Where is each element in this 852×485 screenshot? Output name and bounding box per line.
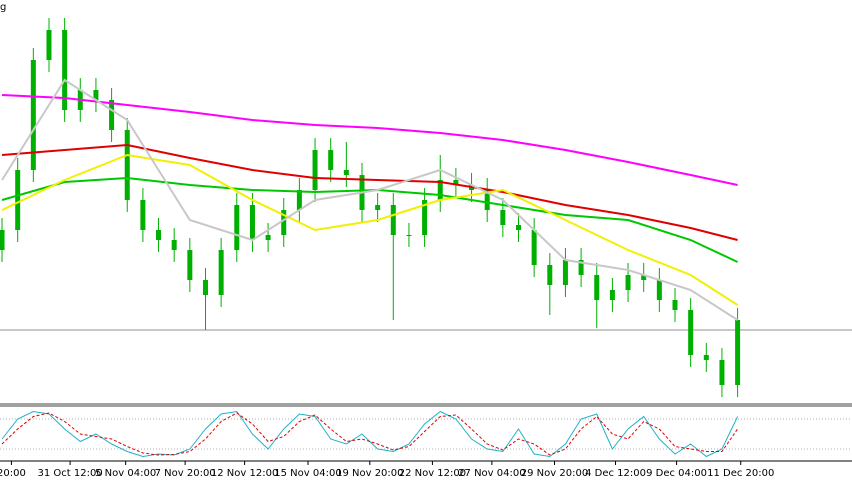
moving-average — [1, 153, 739, 306]
moving-average — [1, 78, 739, 321]
oscillator-line — [1, 412, 739, 456]
candle-body — [406, 235, 412, 236]
moving-average — [1, 94, 738, 186]
candle-body — [30, 60, 36, 170]
x-tick-label: 9 Dec 04:00 — [646, 468, 707, 479]
candle-body — [0, 230, 5, 250]
candle-body — [390, 205, 396, 235]
x-tick-label: 19 Nov 20:00 — [336, 468, 403, 479]
candle-body — [343, 170, 349, 175]
oscillator-line — [1, 410, 739, 458]
x-tick-label: 22 Nov 12:00 — [399, 468, 466, 479]
x-tick-label: 11 Dec 20:00 — [707, 468, 774, 479]
candle-body — [328, 150, 334, 170]
candle-body — [15, 170, 21, 230]
candle-body — [62, 30, 68, 110]
candle-body — [156, 230, 162, 240]
candle-body — [375, 205, 381, 210]
candle-body — [124, 130, 130, 200]
x-tick-label: 5 Nov 04:00 — [95, 468, 156, 479]
candle-body — [249, 205, 255, 240]
candle-body — [93, 90, 99, 100]
x-tick-label: 7 Nov 20:00 — [155, 468, 216, 479]
candle-body — [281, 210, 287, 235]
x-tick-label: 12 Nov 12:00 — [211, 468, 278, 479]
chart-title: g — [0, 2, 6, 13]
x-tick-label: 31 Oct 12:00 — [38, 468, 103, 479]
candle-body — [265, 235, 271, 240]
candle-body — [515, 225, 521, 230]
candle-body — [672, 300, 678, 310]
candle-body — [46, 30, 52, 60]
candle-body — [609, 290, 615, 300]
candle-body — [171, 240, 177, 250]
candle-body — [218, 250, 224, 295]
candle-body — [296, 190, 302, 210]
candle-body — [578, 260, 584, 275]
candle-body — [109, 100, 115, 130]
candle-body — [688, 310, 694, 355]
x-tick-label: 27 Nov 04:00 — [458, 468, 525, 479]
candle-body — [140, 200, 146, 230]
x-tick-label: 20:00 — [0, 468, 26, 479]
candle-body — [500, 210, 506, 225]
candle-body — [312, 150, 318, 190]
candle-body — [656, 280, 662, 300]
candle-body — [625, 275, 631, 290]
candle-body — [547, 265, 553, 285]
candle-body — [703, 355, 709, 360]
x-tick-label: 4 Dec 12:00 — [585, 468, 646, 479]
candle-body — [422, 200, 428, 235]
candle-body — [719, 360, 725, 385]
candle-body — [453, 180, 459, 185]
candle-body — [187, 250, 193, 280]
candle-body — [437, 180, 443, 200]
candle-body — [594, 275, 600, 300]
x-tick-label: 15 Nov 04:00 — [274, 468, 341, 479]
candle-body — [484, 190, 490, 210]
candle-body — [641, 275, 647, 280]
candle-body — [202, 280, 208, 295]
x-tick-label: 29 Nov 20:00 — [521, 468, 588, 479]
candle-body — [735, 320, 741, 385]
candle-body — [562, 260, 568, 285]
moving-average — [1, 143, 738, 241]
candle-body — [531, 230, 537, 265]
candle-body — [234, 205, 240, 250]
